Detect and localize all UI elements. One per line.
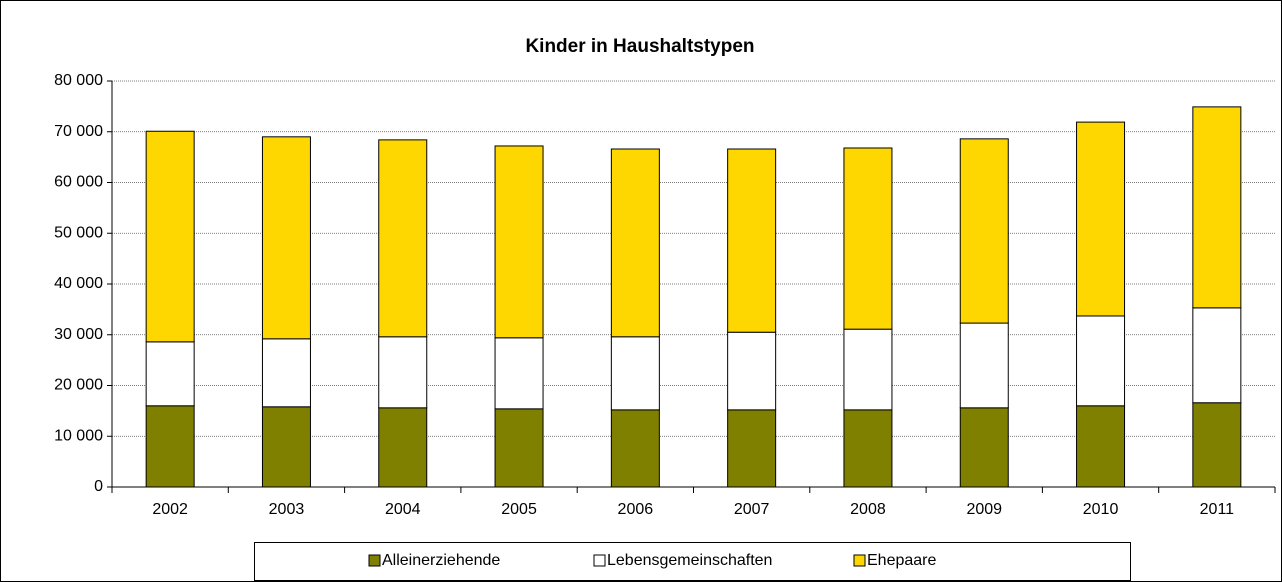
bar-segment	[494, 408, 544, 488]
bar-segment	[727, 331, 777, 411]
bar-segment	[1076, 315, 1126, 407]
bar-segment	[959, 322, 1009, 409]
x-tick-label: 2004	[385, 501, 421, 518]
y-tick-label: 30 000	[54, 326, 103, 343]
bar-segment	[610, 148, 660, 338]
legend-label: Ehepaare	[867, 552, 936, 569]
bar-segment	[145, 130, 195, 343]
x-tick-label: 2005	[501, 501, 537, 518]
legend-swatch	[593, 554, 606, 567]
bar-segment	[378, 407, 428, 488]
legend-label: Alleinerziehende	[382, 552, 500, 569]
bar-segment	[261, 136, 311, 340]
chart-title: Kinder in Haushaltstypen	[525, 36, 754, 57]
y-tick-label: 80 000	[54, 72, 103, 89]
bar-segment	[727, 148, 777, 333]
x-tick-label: 2002	[152, 501, 188, 518]
x-tick-label: 2007	[734, 501, 770, 518]
x-tick-label: 2010	[1083, 501, 1119, 518]
bar-segment	[959, 138, 1009, 324]
bar-segment	[261, 406, 311, 488]
bar-segment	[727, 409, 777, 488]
x-tick-label: 2003	[269, 501, 305, 518]
bar-segment	[494, 337, 544, 410]
x-tick-label: 2006	[618, 501, 654, 518]
x-tick-label: 2011	[1200, 501, 1235, 518]
legend-label: Lebensgemeinschaften	[607, 552, 772, 569]
legend-box	[254, 542, 1131, 581]
bar-segment	[1192, 402, 1242, 488]
x-tick-label: 2009	[966, 501, 1002, 518]
y-tick-label: 60 000	[54, 174, 103, 191]
bar-segment	[1076, 405, 1126, 488]
bar-segment	[843, 409, 893, 488]
legend-swatch	[368, 554, 381, 567]
bar-segment	[959, 407, 1009, 488]
y-tick-label: 40 000	[54, 275, 103, 292]
y-tick-label: 0	[94, 478, 103, 495]
x-tick-label: 2008	[850, 501, 886, 518]
legend-swatch	[853, 554, 866, 567]
y-tick-label: 70 000	[54, 123, 103, 140]
bar-segment	[145, 341, 195, 407]
bar-segment	[1192, 307, 1242, 404]
bar-segment	[1192, 106, 1242, 309]
bar-segment	[378, 139, 428, 338]
bar-segment	[261, 338, 311, 408]
y-tick-label: 50 000	[54, 224, 103, 241]
bar-segment	[1076, 121, 1126, 317]
bar-segment	[494, 145, 544, 339]
bar-segment	[843, 147, 893, 330]
bar-segment	[145, 405, 195, 488]
y-tick-label: 10 000	[54, 427, 103, 444]
bar-segment	[378, 336, 428, 409]
bar-segment	[843, 328, 893, 411]
y-tick-label: 20 000	[54, 377, 103, 394]
bar-segment	[610, 336, 660, 411]
bar-segment	[610, 409, 660, 488]
